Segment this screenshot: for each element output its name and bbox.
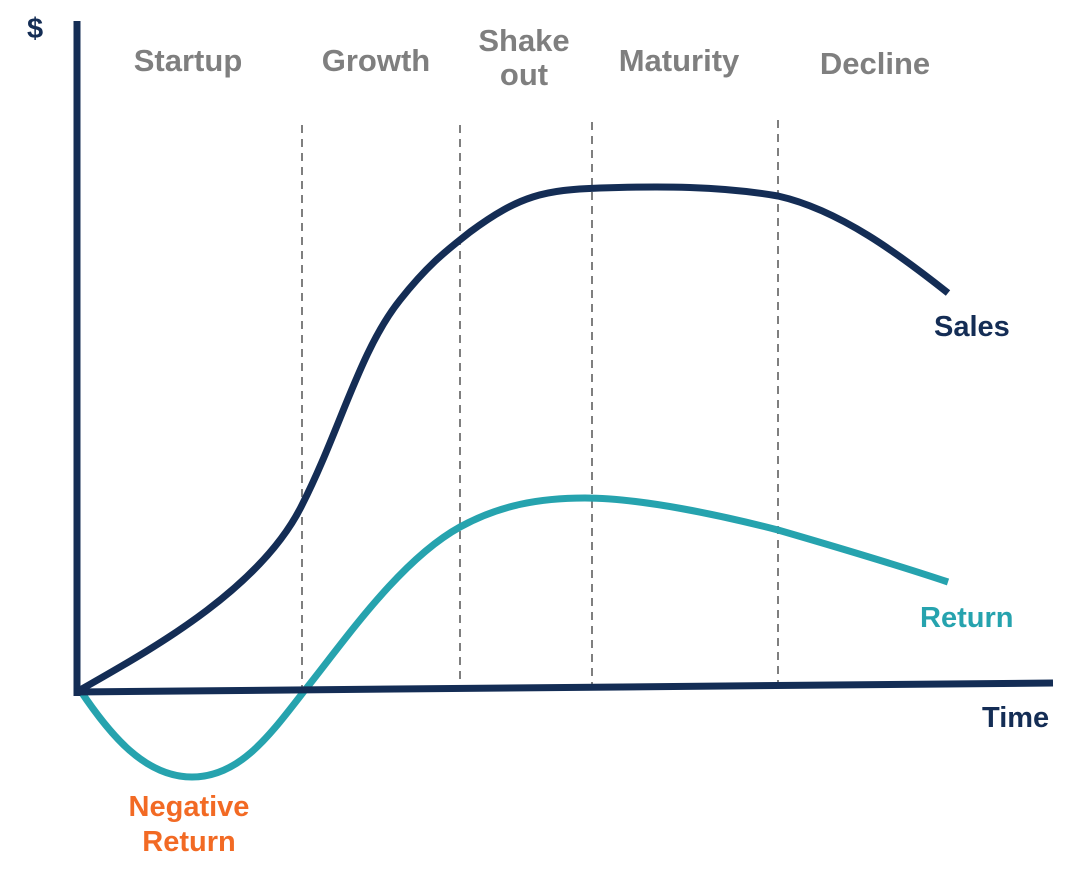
x-axis-label: Time [982,702,1050,734]
negative-return-line1: Negative [128,791,250,823]
sales-label: Sales [934,311,1010,343]
stage-label-startup: Startup [133,43,243,78]
negative-return-label: Negative Return [128,791,250,859]
axes [73,21,1054,696]
return-curve [77,494,950,781]
stage-label-maturity: Maturity [618,43,740,78]
stage-label-shakeout: Shake out [478,23,570,93]
stage-label-growth: Growth [321,43,431,78]
return-label: Return [920,602,1014,634]
y-axis-label: $ [27,13,44,45]
sales-curve [78,183,951,694]
stage-dividers [301,120,779,690]
x-axis [73,679,1054,696]
negative-return-line2: Return [142,825,236,858]
stage-label-decline: Decline [819,46,931,81]
